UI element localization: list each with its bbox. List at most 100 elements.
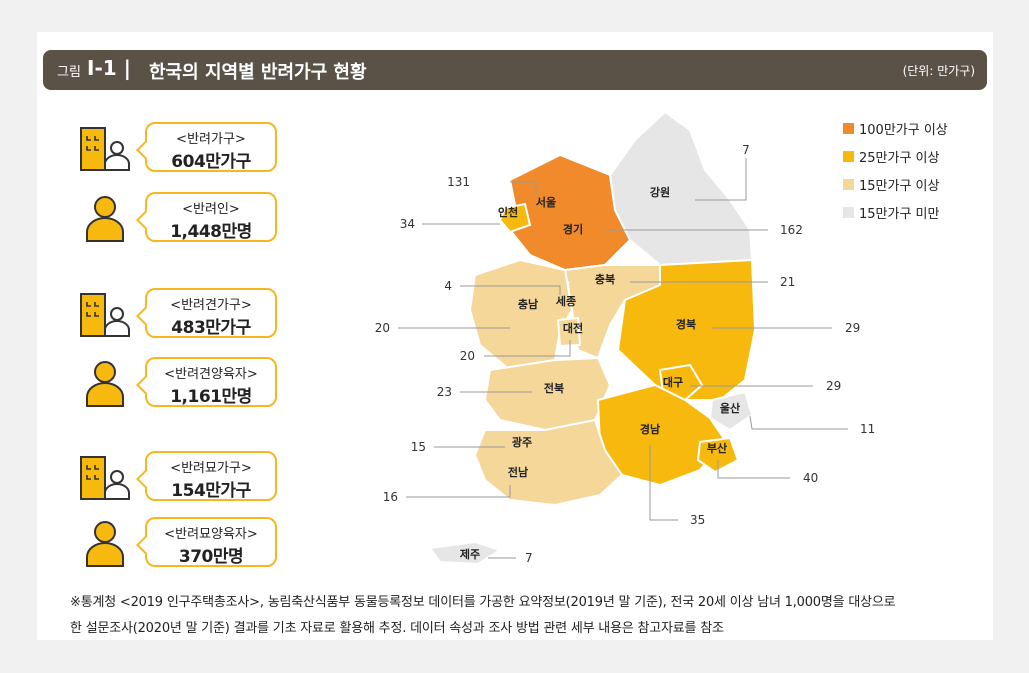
region-제주 [428, 540, 503, 566]
region-value: 16 [383, 490, 398, 504]
stat-label: <반려인> [182, 202, 240, 217]
region-value: 23 [437, 385, 452, 399]
leader-line [649, 445, 678, 521]
region-label: 울산 [720, 401, 740, 415]
region-label: 대전 [563, 321, 583, 335]
building-person-icon [80, 456, 130, 500]
legend-item: 25만가구 이상 [843, 147, 983, 167]
region-label: 부산 [707, 441, 727, 455]
region-label: 광주 [512, 436, 532, 449]
leader-line [717, 460, 790, 479]
figure-title: 한국의 지역별 반려가구 현황 [149, 62, 367, 83]
korea-map: 서울 131 경기 162 인천 34 강원 7 충북 21 세종 4 충남 20 대전 20 경북 29 대구 29… [375, 110, 875, 566]
legend-swatch [843, 207, 854, 218]
person-icon [86, 196, 124, 242]
region-인천 [498, 202, 532, 234]
stat-pet-owners: <반려인> 1,448만명 [79, 192, 279, 244]
stat-label: <반려묘가구> [170, 461, 252, 476]
region-label: 제주 [460, 547, 480, 561]
region-value: 15 [411, 440, 426, 454]
region-label: 경북 [676, 317, 696, 331]
legend-label: 100만가구 이상 [859, 123, 948, 138]
region-label: 대구 [663, 375, 683, 389]
leader-line [484, 340, 571, 357]
footnote-line-2: 한 설문조사(2020년 말 기준) 결과를 기초 자료로 활용해 추정. 데이… [70, 621, 724, 636]
leader-line [406, 485, 511, 498]
stat-pet-households: <반려가구> 604만가구 [79, 122, 279, 174]
legend-swatch [843, 179, 854, 190]
region-value: 7 [742, 143, 750, 157]
leader-line [510, 181, 537, 198]
stat-cat-households: <반려묘가구> 154만가구 [79, 451, 279, 503]
legend-item: 100만가구 이상 [843, 119, 983, 139]
legend-swatch [843, 151, 854, 162]
region-강원 [608, 110, 754, 267]
region-부산 [696, 436, 740, 474]
footnote-line-1: ※통계청 <2019 인구주택총조사>, 농림축산식품부 동물등록정보 데이터를… [70, 595, 896, 610]
legend-swatch [843, 123, 854, 134]
region-value: 11 [860, 422, 875, 436]
stat-bubble: <반려묘양육자> 370만명 [136, 517, 277, 567]
person-icon [86, 361, 124, 407]
unit-label: (단위: 만가구) [902, 64, 975, 78]
region-label: 강원 [650, 185, 670, 199]
region-전남 [473, 418, 624, 507]
stat-bubble: <반려인> 1,448만명 [136, 192, 277, 242]
stat-cat-owners: <반려묘양육자> 370만명 [79, 517, 279, 569]
region-대전 [556, 316, 582, 348]
figure-number: Ⅰ-1 | [87, 56, 131, 80]
stat-dog-owners: <반려견양육자> 1,161만명 [79, 357, 279, 409]
region-label: 서울 [536, 195, 556, 209]
region-울산 [708, 390, 754, 432]
region-value: 20 [375, 321, 390, 335]
figure-prefix: 그림 [57, 65, 81, 80]
stat-label: <반려묘양육자> [164, 527, 258, 542]
region-value: 29 [845, 321, 860, 335]
leader-line [749, 415, 848, 430]
stat-value: 154만가구 [171, 481, 251, 501]
region-value: 4 [444, 279, 452, 293]
person-icon [86, 521, 124, 567]
stat-bubble: <반려가구> 604만가구 [136, 122, 277, 172]
region-value: 21 [780, 275, 795, 289]
region-label: 인천 [498, 205, 518, 219]
leader-line [695, 158, 747, 201]
building-person-icon [80, 127, 130, 171]
legend-item: 15만가구 이상 [843, 175, 983, 195]
legend-label: 25만가구 이상 [859, 151, 940, 166]
region-label: 전남 [508, 465, 528, 479]
stat-label: <반려가구> [176, 132, 246, 147]
leader-line [460, 285, 561, 295]
region-label: 충남 [518, 297, 538, 311]
legend-item: 15만가구 미만 [843, 203, 983, 223]
region-label: 세종 [556, 294, 576, 308]
stat-bubble: <반려견가구> 483만가구 [136, 288, 277, 338]
legend-label: 15만가구 이상 [859, 179, 940, 194]
region-value: 29 [826, 379, 841, 393]
region-value: 7 [525, 551, 533, 565]
building-person-icon [80, 293, 130, 337]
figure-title-bar: 그림 Ⅰ-1 | 한국의 지역별 반려가구 현황 (단위: 만가구) [43, 50, 987, 90]
stat-bubble: <반려묘가구> 154만가구 [136, 451, 277, 501]
region-value: 20 [460, 349, 475, 363]
region-value: 131 [447, 175, 470, 189]
stat-value: 483만가구 [171, 318, 251, 338]
stat-label: <반려견가구> [170, 298, 252, 313]
region-value: 162 [780, 223, 803, 237]
region-label: 경남 [640, 422, 660, 436]
stat-value: 1,161만명 [170, 387, 252, 407]
legend-label: 15만가구 미만 [859, 207, 940, 222]
region-value: 34 [400, 217, 415, 231]
region-label: 전북 [544, 381, 564, 395]
stat-value: 370만명 [178, 547, 244, 567]
stat-label: <반려견양육자> [164, 367, 258, 382]
stat-bubble: <반려견양육자> 1,161만명 [136, 357, 277, 407]
stat-dog-households: <반려견가구> 483만가구 [79, 288, 279, 340]
region-label: 경기 [563, 222, 583, 236]
stat-value: 1,448만명 [170, 222, 252, 242]
region-충남 [468, 258, 574, 372]
stat-value: 604만가구 [171, 152, 251, 172]
region-value: 40 [803, 471, 818, 485]
region-label: 충북 [595, 272, 615, 286]
region-value: 35 [690, 513, 705, 527]
